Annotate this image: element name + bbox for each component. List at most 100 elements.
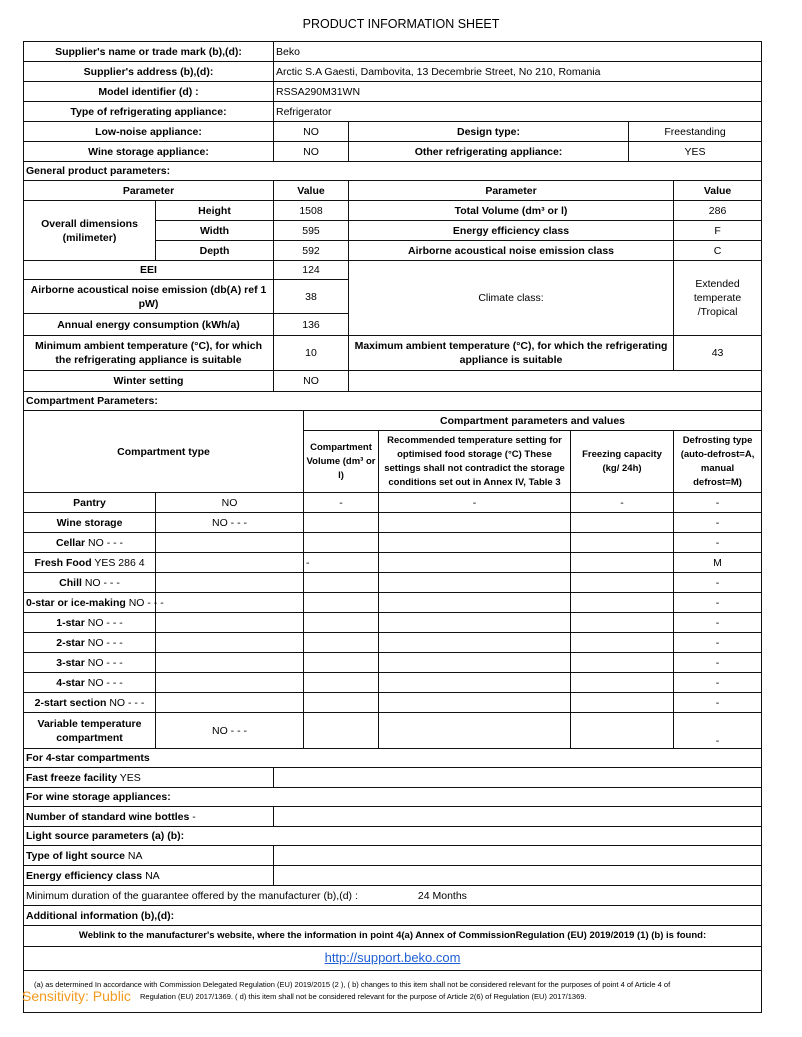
supplier-address-label: Supplier's address (b),(d):: [23, 61, 274, 82]
compartment-name-cell: 0-star or ice-making NO - - -: [23, 592, 164, 613]
compartment-recommended-temp: [378, 692, 571, 713]
other-appliance-label: Other refrigerating appliance:: [348, 141, 629, 162]
annual-energy-value: 136: [273, 313, 349, 336]
guarantee-value: 24 Months: [417, 889, 467, 902]
compartment-name: Chill: [59, 576, 82, 589]
supplier-address: Arctic S.A Gaesti, Dambovita, 13 Decembr…: [272, 61, 763, 82]
annual-energy-label: Annual energy consumption (kWh/a): [23, 313, 274, 336]
general-heading: General product parameters:: [22, 161, 763, 181]
compartment-present: [155, 692, 304, 713]
height-label: Height: [155, 200, 274, 221]
compartment-name: 4-star: [56, 676, 85, 689]
four-star-heading: For 4-star compartments: [22, 748, 763, 768]
height-value: 1508: [273, 200, 349, 221]
compartment-name: 1-star: [56, 616, 85, 629]
compartment-defrost-type: -: [672, 632, 763, 653]
footnote-1: (a) as determined In accordance with Com…: [34, 980, 671, 989]
light-eec-name: Energy efficiency class: [26, 869, 143, 882]
climate-class-value: Extended temperate /Tropical: [672, 260, 763, 336]
compartment-name-cell: Variable temperature compartment: [23, 712, 156, 749]
compartment-volume: [303, 572, 379, 593]
compartment-present: NO - - -: [155, 712, 304, 749]
compartment-recommended-temp: [378, 552, 571, 573]
compartment-freezing-capacity: [570, 632, 674, 653]
compartment-row: Cellar NO - - - -: [23, 532, 763, 553]
compartment-volume: -: [303, 552, 379, 573]
winter-setting-value: NO: [273, 370, 349, 392]
empty-cell: [272, 845, 763, 866]
fast-freeze-name: Fast freeze facility: [26, 771, 118, 784]
compartment-recommended-temp: [378, 592, 571, 613]
compartment-name-cell: 3-star NO - - -: [23, 652, 156, 673]
supplier-name: Beko: [272, 41, 763, 62]
compartment-present: [155, 532, 304, 553]
compartment-volume: [303, 672, 379, 693]
compartment-inline-values: NO - - -: [84, 636, 123, 649]
design-type-value: Freestanding: [627, 121, 763, 142]
compartment-inline-values: NO - - -: [84, 676, 123, 689]
compartment-row: 2-star NO - - - -: [23, 632, 763, 653]
compartment-values-header: Compartment parameters and values: [302, 410, 763, 431]
compartment-volume: [303, 712, 379, 749]
compartment-defrost-type: M: [672, 552, 763, 573]
compartment-defrost-type: -: [672, 652, 763, 673]
compartment-inline-values: NO - - -: [85, 536, 124, 549]
compartment-freezing-capacity: [570, 592, 674, 613]
compartment-recommended-temp: [378, 672, 571, 693]
compartment-freezing-capacity: [570, 692, 674, 713]
energy-class-label: Energy efficiency class: [348, 220, 674, 241]
total-volume-label: Total Volume (dm³ or l): [348, 200, 674, 221]
compartment-freezing-capacity: [570, 712, 674, 749]
wine-bottles-value: -: [192, 810, 196, 823]
noise-emission-value: 38: [273, 279, 349, 314]
wine-bottles-label: Number of standard wine bottles -: [23, 806, 274, 827]
compartment-freezing-capacity: [570, 572, 674, 593]
light-type-label: Type of light source NA: [23, 845, 274, 866]
eei-value: 124: [273, 260, 349, 280]
compartment-defrost-type: -: [672, 512, 763, 533]
compartment-heading: Compartment Parameters:: [22, 391, 763, 411]
compartment-volume: [303, 652, 379, 673]
low-noise-label: Low-noise appliance:: [23, 121, 274, 142]
compartment-name: Variable temperature compartment: [37, 717, 142, 744]
fast-freeze-label: Fast freeze facility YES: [23, 767, 274, 788]
min-ambient-value: 10: [273, 335, 349, 371]
footnote-2: Regulation (EU) 2017/1369. ( d) this ite…: [140, 992, 587, 1001]
wine-storage-label: Wine storage appliance:: [23, 141, 274, 162]
compartment-recommended-temp: [378, 712, 571, 749]
param-header-2: Parameter: [348, 180, 674, 201]
light-heading: Light source parameters (a) (b):: [22, 826, 763, 846]
compartment-name-cell: 2-start section NO - - -: [23, 692, 156, 713]
design-type-label: Design type:: [348, 121, 629, 142]
compartment-name-cell: Wine storage: [23, 512, 156, 533]
noise-class-label: Airborne acoustical noise emission class: [348, 240, 674, 261]
energy-class-value: F: [672, 220, 763, 241]
max-ambient-value: 43: [672, 335, 763, 371]
additional-info-label: Additional information (b),(d):: [22, 905, 763, 926]
appliance-type-label: Type of refrigerating appliance:: [23, 101, 274, 122]
compartment-defrost-type: -: [672, 712, 763, 749]
eei-label: EEI: [23, 260, 274, 280]
compartment-name-cell: 2-star NO - - -: [23, 632, 156, 653]
guarantee-row: Minimum duration of the guarantee offere…: [22, 885, 763, 906]
compartment-present: [155, 592, 304, 613]
weblink[interactable]: http://support.beko.com: [324, 950, 461, 965]
weblink-label: Weblink to the manufacturer's website, w…: [22, 925, 763, 947]
compartment-freezing-capacity: [570, 552, 674, 573]
compartment-inline-values: NO - - -: [84, 616, 123, 629]
compartment-recommended-temp: -: [378, 492, 571, 513]
compartment-inline-values: NO - - -: [125, 596, 164, 609]
compartment-recommended-temp: [378, 612, 571, 633]
low-noise-value: NO: [273, 121, 349, 142]
width-value: 595: [273, 220, 349, 241]
guarantee-label: Minimum duration of the guarantee offere…: [26, 889, 358, 902]
compartment-name-cell: Fresh Food YES 286 4: [23, 552, 156, 573]
compartment-defrost-type: -: [672, 492, 763, 513]
compartment-volume: [303, 692, 379, 713]
footnote-cell: [22, 970, 763, 1013]
compartment-recommended-temp: [378, 512, 571, 533]
compartment-row: 4-star NO - - - -: [23, 672, 763, 693]
appliance-type: Refrigerator: [272, 101, 763, 122]
compartment-name: Wine storage: [56, 516, 123, 529]
compartment-defrost-type: -: [672, 692, 763, 713]
